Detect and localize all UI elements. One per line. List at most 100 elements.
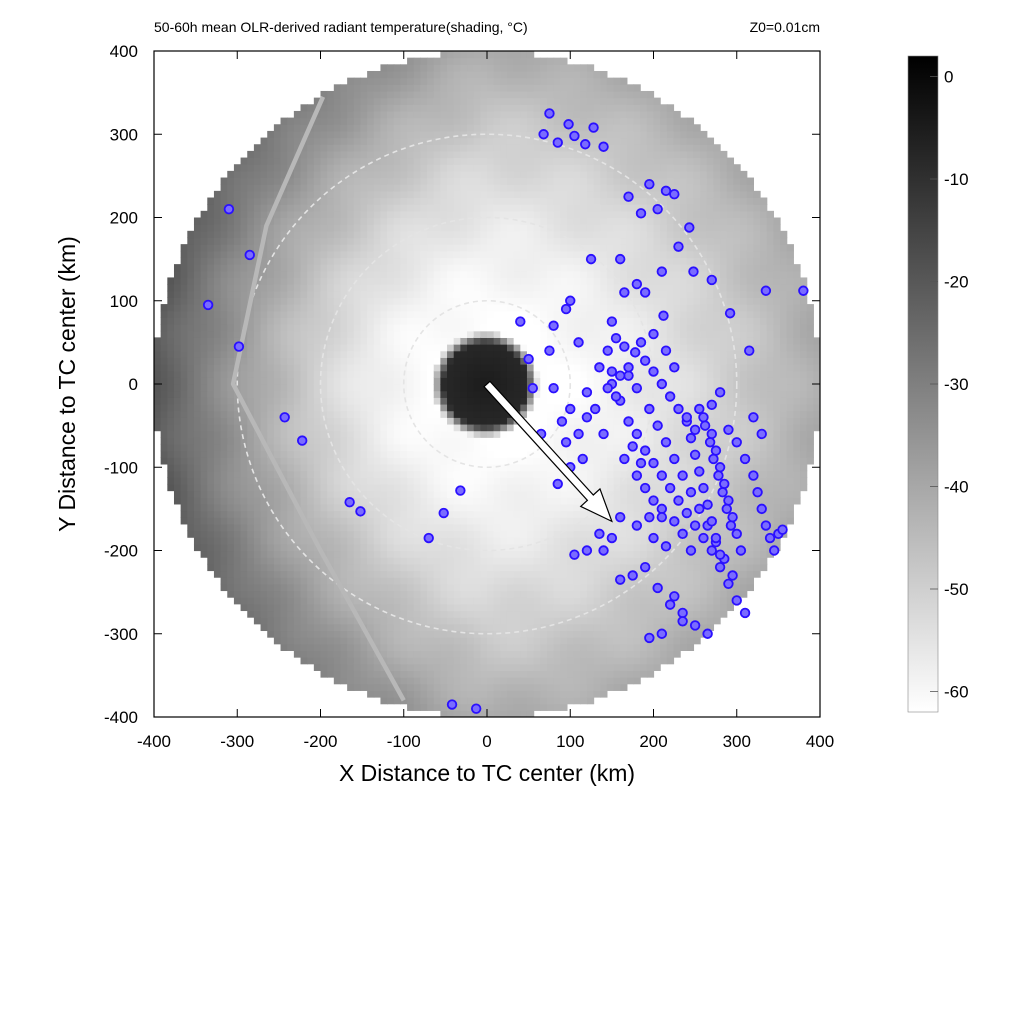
heat-cell bbox=[500, 377, 508, 385]
heat-cell bbox=[320, 370, 328, 378]
heat-cell bbox=[540, 70, 548, 79]
heat-cell bbox=[273, 317, 282, 325]
heat-cell bbox=[380, 337, 388, 345]
heat-cell bbox=[340, 597, 348, 605]
heat-cell bbox=[453, 523, 461, 532]
heat-cell bbox=[467, 450, 475, 458]
heat-cell bbox=[493, 563, 501, 572]
heat-cell bbox=[380, 590, 388, 598]
heat-cell bbox=[340, 184, 348, 192]
heat-cell bbox=[167, 290, 175, 299]
heat-cell bbox=[393, 370, 402, 378]
heat-cell bbox=[367, 417, 375, 425]
heat-cell bbox=[553, 650, 561, 658]
heat-cell bbox=[453, 210, 461, 219]
heat-cell bbox=[440, 463, 448, 472]
heat-cell bbox=[227, 430, 235, 438]
heat-cell bbox=[413, 557, 421, 565]
heat-cell bbox=[233, 164, 242, 172]
heat-cell bbox=[467, 304, 475, 312]
heat-cell bbox=[540, 330, 548, 338]
heat-cell bbox=[407, 324, 415, 332]
heat-cell bbox=[287, 390, 295, 398]
heat-cell bbox=[187, 510, 195, 518]
heat-cell bbox=[373, 670, 382, 678]
heat-cell bbox=[407, 357, 415, 365]
heat-cell bbox=[473, 210, 481, 219]
heat-cell bbox=[333, 277, 342, 285]
heat-cell bbox=[380, 370, 388, 378]
heat-cell bbox=[467, 364, 475, 372]
heat-cell bbox=[293, 177, 302, 185]
heat-cell bbox=[407, 650, 415, 658]
heat-cell bbox=[460, 583, 468, 592]
heat-cell bbox=[447, 637, 455, 645]
heat-cell bbox=[400, 97, 408, 105]
heat-cell bbox=[393, 357, 402, 365]
heat-cell bbox=[380, 423, 388, 432]
heat-cell bbox=[253, 543, 262, 552]
heat-cell bbox=[520, 643, 528, 651]
heat-cell bbox=[320, 597, 328, 605]
heat-cell bbox=[506, 463, 515, 472]
heat-cell bbox=[333, 477, 342, 485]
heat-cell bbox=[273, 537, 282, 545]
heat-cell bbox=[220, 490, 228, 498]
heat-cell bbox=[313, 384, 322, 392]
heat-cell bbox=[220, 410, 228, 418]
heat-cell bbox=[400, 657, 408, 665]
heat-cell bbox=[300, 204, 308, 212]
heat-cell bbox=[367, 217, 375, 225]
heat-cell bbox=[187, 437, 195, 445]
heat-cell bbox=[173, 350, 182, 358]
heat-cell bbox=[467, 517, 475, 525]
heat-cell bbox=[233, 310, 242, 318]
heat-cell bbox=[360, 324, 368, 332]
heat-cell bbox=[293, 583, 302, 592]
heat-cell bbox=[340, 663, 348, 671]
heat-cell bbox=[213, 457, 222, 465]
heat-cell bbox=[506, 617, 515, 625]
heat-cell bbox=[233, 517, 242, 525]
heat-cell bbox=[540, 663, 548, 671]
heat-cell bbox=[453, 264, 461, 272]
heat-cell bbox=[327, 184, 335, 192]
heat-cell bbox=[240, 417, 248, 425]
heat-cell bbox=[433, 483, 441, 492]
heat-cell bbox=[460, 384, 468, 392]
heat-cell bbox=[447, 497, 455, 505]
heat-cell bbox=[407, 190, 415, 199]
heat-cell bbox=[407, 157, 415, 165]
heat-cell bbox=[307, 164, 315, 172]
heat-cell bbox=[313, 324, 322, 332]
heat-cell bbox=[513, 423, 521, 432]
heat-cell bbox=[546, 170, 555, 179]
heat-cell bbox=[520, 650, 528, 658]
heat-cell bbox=[347, 224, 355, 232]
heat-cell bbox=[260, 184, 268, 192]
heat-cell bbox=[400, 563, 408, 572]
heat-cell bbox=[546, 437, 555, 445]
heat-cell bbox=[273, 557, 282, 565]
heat-cell bbox=[420, 497, 428, 505]
heat-cell bbox=[227, 264, 235, 272]
heat-cell bbox=[487, 670, 495, 678]
heat-cell bbox=[533, 643, 541, 651]
heat-cell bbox=[280, 344, 288, 352]
heat-cell bbox=[440, 364, 448, 372]
heat-cell bbox=[360, 650, 368, 658]
heat-cell bbox=[340, 244, 348, 252]
heat-cell bbox=[413, 104, 421, 112]
heat-cell bbox=[473, 257, 481, 265]
heat-cell bbox=[380, 523, 388, 532]
heat-cell bbox=[506, 350, 515, 358]
heat-cell bbox=[353, 577, 362, 585]
heat-cell bbox=[320, 670, 328, 678]
heat-cell bbox=[320, 290, 328, 299]
heat-cell bbox=[387, 270, 395, 279]
heat-cell bbox=[533, 364, 541, 372]
heat-cell bbox=[473, 237, 481, 245]
heat-cell bbox=[260, 137, 268, 145]
heat-cell bbox=[500, 324, 508, 332]
heat-cell bbox=[520, 70, 528, 79]
